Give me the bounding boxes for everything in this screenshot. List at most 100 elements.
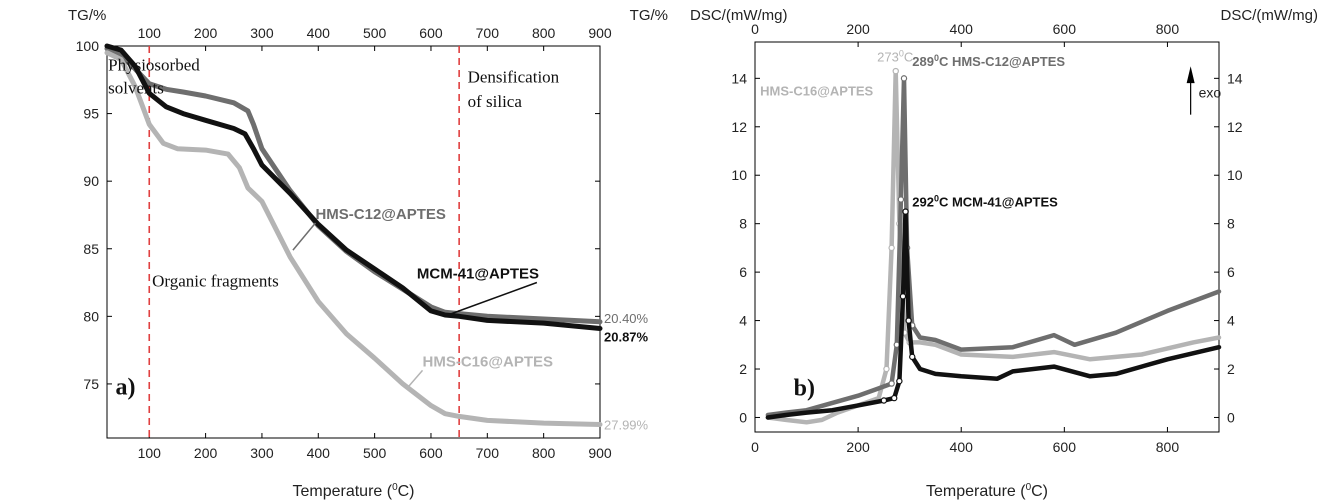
x-tick-label-top: 700	[476, 25, 500, 41]
x-tick-label: 200	[846, 439, 870, 455]
series-point	[902, 208, 909, 215]
series-name-label: MCM-41@APTES	[417, 265, 539, 282]
x-tick-label-top: 800	[1156, 21, 1180, 37]
series-line	[104, 43, 603, 331]
series-point	[883, 365, 890, 373]
y-tick-label: 90	[83, 173, 99, 189]
series-line	[765, 68, 1222, 425]
x-tick-label-top: 400	[307, 25, 331, 41]
peak-label: 2890C HMS-C12@APTES	[912, 53, 1065, 69]
y-tick-label: 10	[731, 167, 747, 183]
x-axis-title: Temperature (0C)	[292, 482, 414, 500]
series-end-label: 27.99%	[604, 417, 649, 432]
region-annotation: Physiosorbed	[108, 55, 200, 74]
y-tick-label-right: 4	[1227, 313, 1235, 329]
y-tick-label: 100	[76, 38, 100, 54]
x-tick-label: 600	[419, 445, 443, 461]
series-label-pointer	[447, 281, 538, 316]
region-annotation: of silica	[468, 92, 523, 111]
x-tick-label: 800	[1156, 439, 1180, 455]
series-name-label: HMS-C12@APTES	[315, 206, 445, 223]
series-point	[897, 196, 905, 203]
x-tick-label: 800	[532, 445, 556, 461]
series-point	[880, 397, 888, 404]
x-tick-label: 900	[588, 445, 612, 461]
x-tick-label: 400	[950, 439, 974, 455]
y-tick-label: 12	[731, 119, 747, 135]
x-tick-label-top: 100	[138, 25, 162, 41]
series-point	[892, 67, 899, 75]
series-point	[891, 394, 898, 402]
y-tick-label: 2	[739, 361, 747, 377]
region-annotation: solvents	[108, 78, 164, 97]
x-tick-label-top: 800	[532, 25, 556, 41]
y-tick-label-right: 10	[1227, 167, 1243, 183]
region-annotation: Organic fragments	[152, 272, 279, 291]
series-point	[888, 380, 895, 387]
y-tick-label: 14	[731, 70, 747, 86]
x-tick-label: 200	[194, 445, 218, 461]
plot-frame	[754, 41, 1220, 433]
y-tick-label: 8	[739, 216, 747, 232]
series-end-label: 20.87%	[604, 330, 649, 345]
x-tick-label-top: 600	[419, 25, 443, 41]
peak-label: 2920C MCM-41@APTES	[912, 194, 1058, 210]
peak-label: 2730C	[877, 48, 913, 64]
y-tick-label: 0	[739, 409, 747, 425]
x-tick-label: 0	[751, 439, 759, 455]
x-tick-label-top: 600	[1053, 21, 1077, 37]
x-tick-label-top: 0	[751, 21, 759, 37]
y-tick-label: 4	[739, 313, 747, 329]
y-tick-label-right: 2	[1227, 361, 1235, 377]
x-tick-label: 700	[476, 445, 500, 461]
x-tick-label: 500	[363, 445, 387, 461]
series-point	[899, 293, 907, 300]
y-tick-label-right: 8	[1227, 216, 1235, 232]
series-point	[909, 353, 916, 361]
region-annotation: Densification	[468, 67, 560, 86]
x-tick-label: 100	[138, 445, 162, 461]
y-tick-label-right: 14	[1227, 70, 1243, 86]
y-tick-label: 80	[83, 308, 99, 324]
right-axis-unit-label: DSC/(mW/mg)	[1221, 7, 1319, 24]
x-tick-label-top: 200	[194, 25, 218, 41]
panel-label: a)	[115, 375, 135, 401]
exo-label: exo	[1199, 85, 1222, 101]
series-line	[765, 209, 1222, 420]
x-axis-title: Temperature (0C)	[926, 482, 1048, 500]
series-point	[900, 75, 908, 82]
x-tick-label: 300	[250, 445, 274, 461]
series-line	[104, 50, 603, 427]
series-point	[905, 317, 912, 324]
x-tick-label-top: 500	[363, 25, 387, 41]
series-point	[888, 244, 895, 252]
series-point	[893, 341, 900, 348]
y-tick-label-right: 12	[1227, 119, 1243, 135]
panel-label: b)	[794, 376, 815, 402]
x-tick-label-top: 400	[950, 21, 974, 37]
series-label-pointer	[292, 222, 317, 251]
y-tick-label-right: 0	[1227, 409, 1235, 425]
series-name-label: HMS-C16@APTES	[760, 83, 873, 98]
panel-a-tg-chart: 100 100 200 200 300 300 400 400 500 500 600 600 700 7…	[68, 7, 668, 500]
x-tick-label-top: 300	[250, 25, 274, 41]
series-point	[896, 377, 903, 385]
exo-arrow-head	[1186, 66, 1195, 84]
series-name-label: HMS-C16@APTES	[423, 353, 553, 370]
y-tick-label: 85	[83, 241, 99, 257]
y-tick-label: 75	[83, 376, 99, 392]
y-tick-label: 6	[739, 264, 747, 280]
y-tick-label-right: 6	[1227, 264, 1235, 280]
x-tick-label-top: 200	[846, 21, 870, 37]
plot-frame	[106, 45, 601, 439]
x-tick-label: 400	[307, 445, 331, 461]
y-tick-label: 95	[83, 106, 99, 122]
x-tick-label-top: 900	[588, 25, 612, 41]
series-label-pointer	[407, 369, 424, 388]
right-axis-unit-label: TG/%	[630, 7, 668, 24]
series-end-label: 20.40%	[604, 311, 649, 326]
x-tick-label: 600	[1053, 439, 1077, 455]
left-axis-unit-label: DSC/(mW/mg)	[690, 7, 788, 24]
